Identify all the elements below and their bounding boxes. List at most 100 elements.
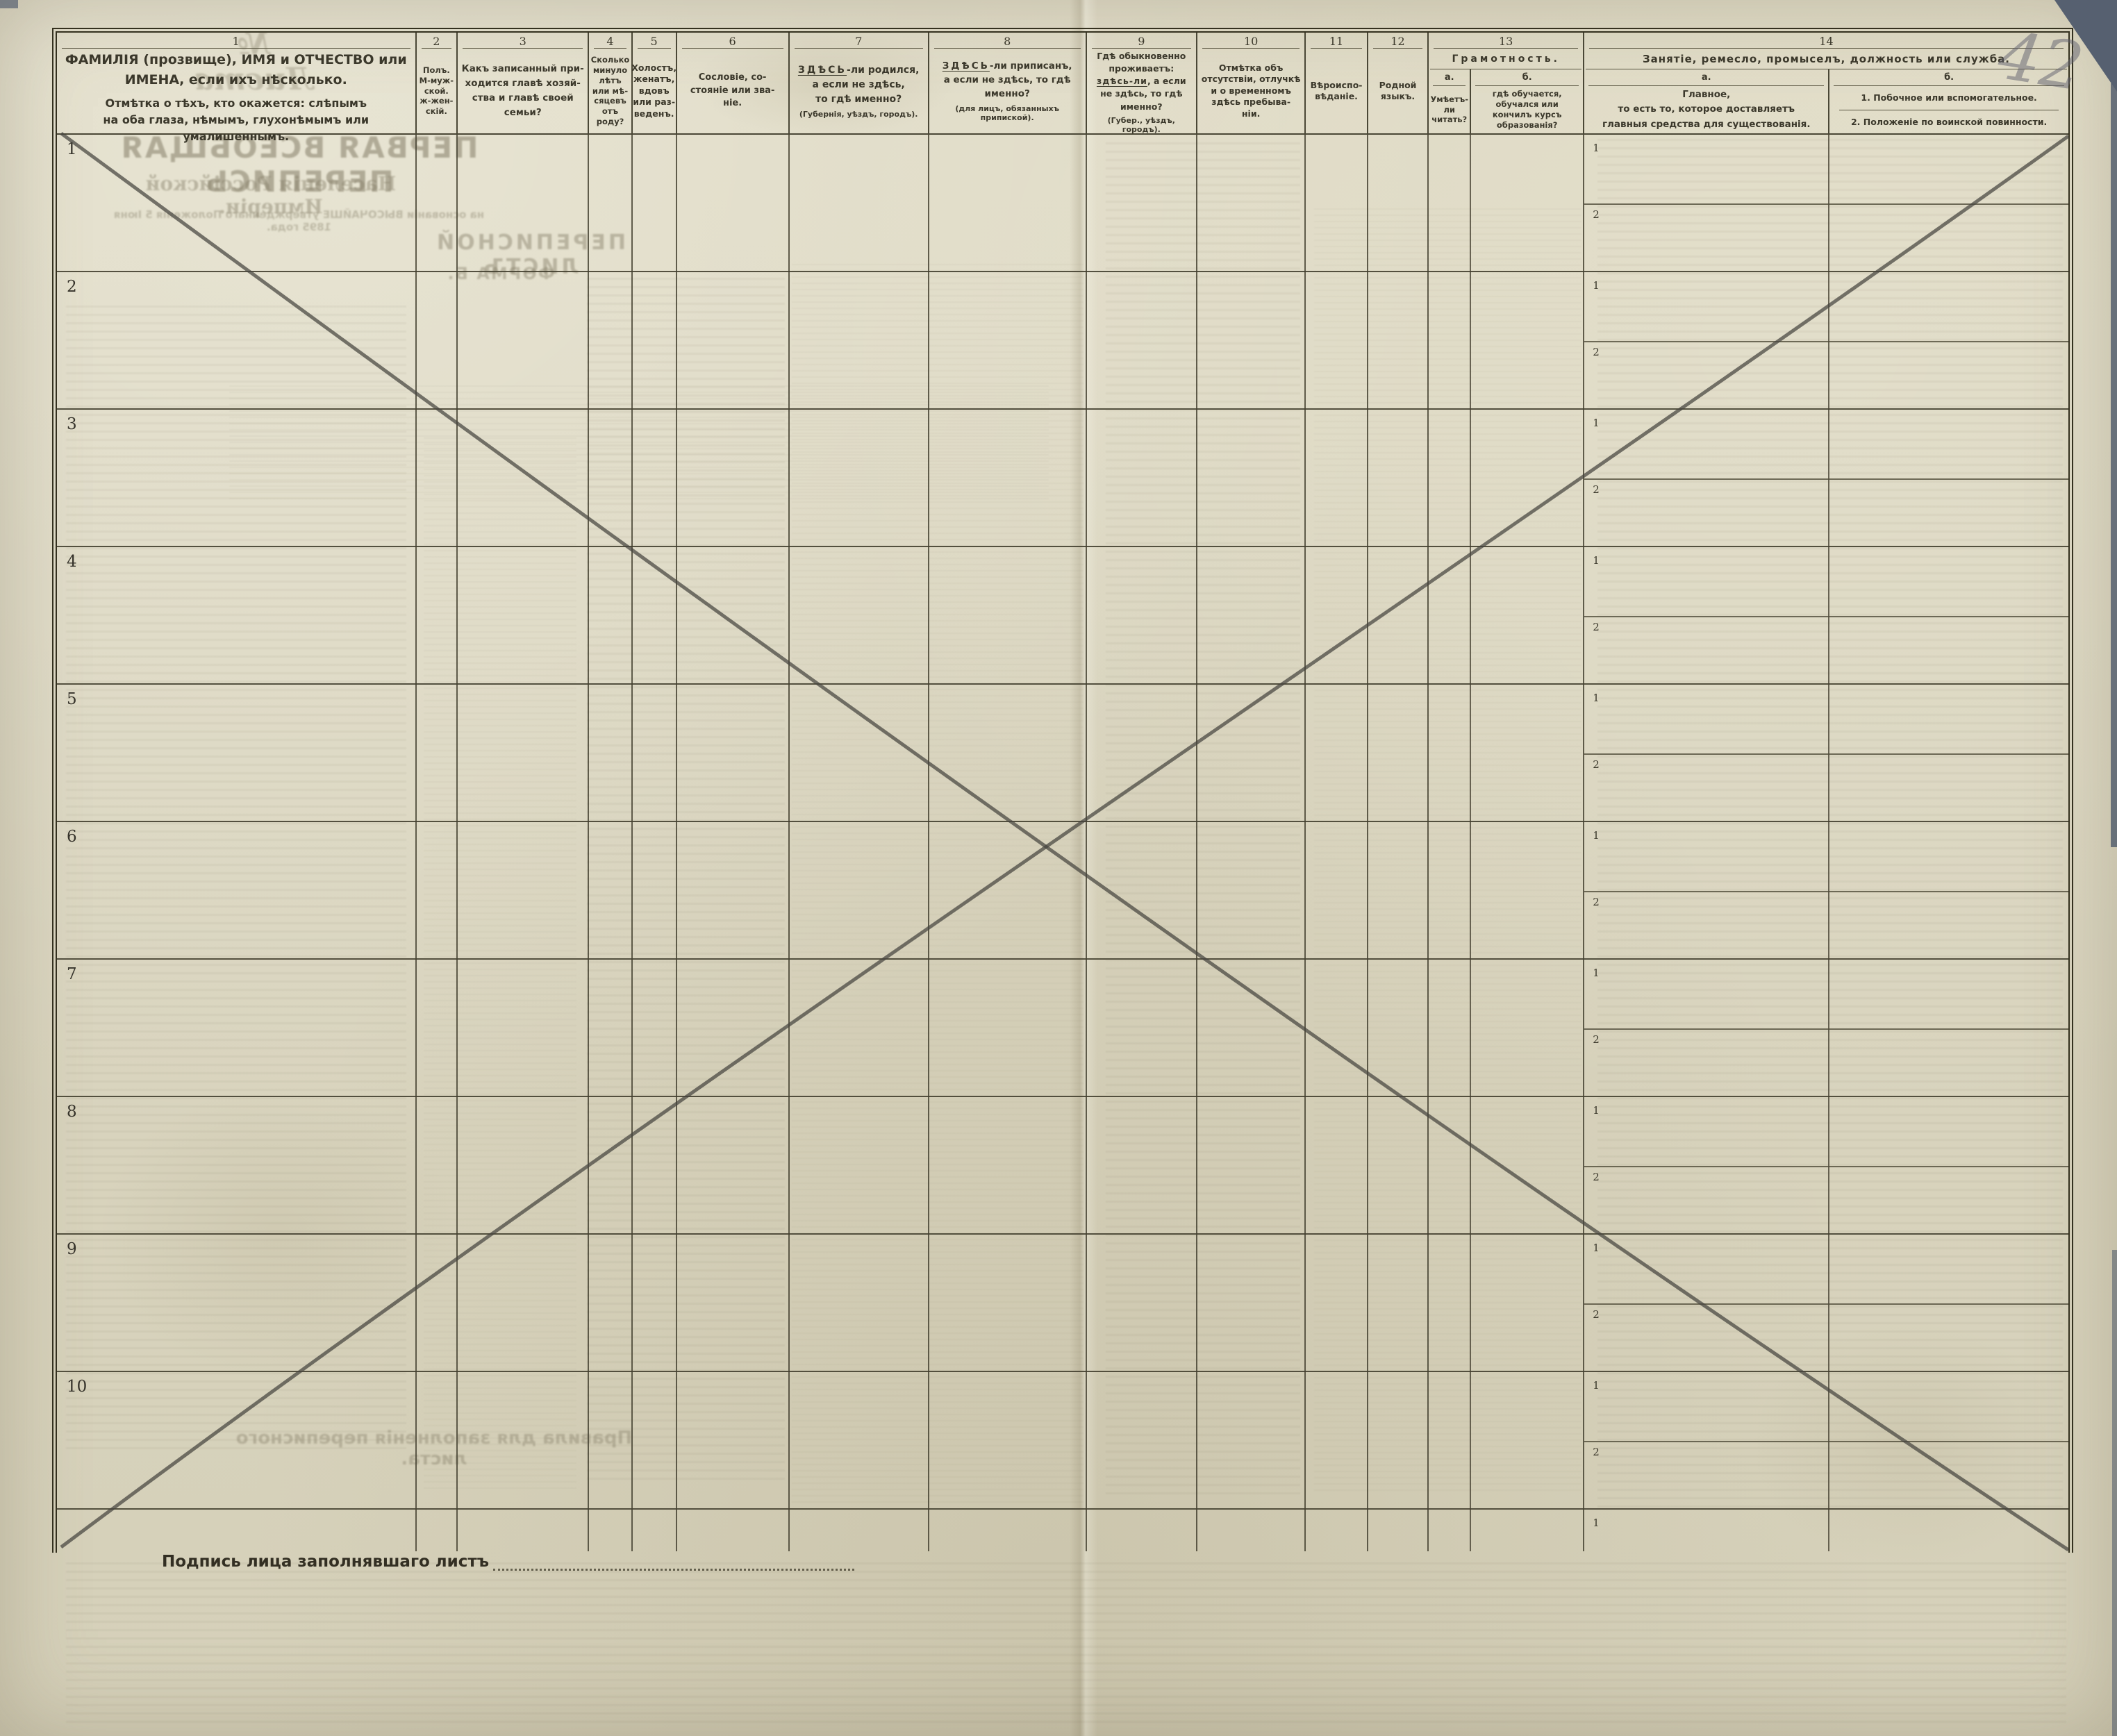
subrow-label: 1 [1593,829,1600,842]
occupation-subcol-a: а. Главное, то есть то, которое доставля… [1584,69,1830,133]
occupation-b-item2: 2. Положеніе по воинской повинности. [1850,116,2048,127]
col14-subrow-divider [1584,1028,2068,1030]
column-header-text: Полъ. М-муж- ской. ж-жен- скій. [419,65,454,117]
column-number: 14 [1589,33,2064,49]
subrow-label: 2 [1593,483,1600,496]
subcol-text: Умѣетъ- ли читать? [1430,94,1469,125]
row-divider-line [57,958,2068,960]
header-note: (Губернія, уѣздъ, городъ). [799,109,918,119]
column-number: 4 [594,33,626,49]
header-note: (для лицъ, обязанныхъ припиской). [955,103,1059,123]
subrow-label: 1 [1593,1104,1600,1117]
subcol-text: Главное, то есть то, которое доставляетъ… [1602,88,1811,130]
keyword-tail: , а если [1147,76,1186,87]
subrow-label: 1 [1593,142,1600,154]
keyword-tail: -ли родился, [847,64,920,76]
header-rest: не здѣсь, то гдѣ именно? [1100,88,1183,112]
row-divider-line [57,271,2068,272]
subcol-text: 1. Побочное или вспомогательное. 2. Поло… [1829,86,2068,133]
signature-label: Подпись лица заполнявшаго листъ [162,1553,489,1571]
subrow-label: 1 [1593,554,1600,567]
row-number: 4 [67,553,77,571]
col14-subrow-divider [1584,341,2068,342]
column-header-text: ЗДѢСЬ-ли приписанъ, а если не здѣсь, то … [929,49,1086,133]
col14-subrow-divider [1584,1441,2068,1442]
subrow-label: 2 [1593,346,1600,358]
subrow-label: 2 [1593,1171,1600,1183]
literacy-subcol-b: б. гдѣ обучается, обучался или кончилъ к… [1471,69,1583,133]
table-header: 1 ФАМИЛІЯ (прозвище), ИМЯ и ОТЧЕСТВО или… [57,33,2068,143]
row-number: 3 [67,415,77,433]
column-header-text: ФАМИЛІЯ (прозвище), ИМЯ и ОТЧЕСТВО или И… [57,49,415,147]
column-number: 10 [1202,33,1300,49]
subrow-label: 1 [1593,692,1600,704]
subcol-label: б. [1475,69,1579,86]
row-number: 9 [67,1240,77,1258]
subrow-label: 1 [1593,1242,1600,1254]
column-number: 1 [62,33,410,49]
row-divider-line [57,1508,2068,1510]
subcol-text: гдѣ обучается, обучался или кончилъ курс… [1492,89,1562,130]
body-column-lines [57,135,2068,1551]
literacy-subcol-a: а. Умѣетъ- ли читать? [1429,69,1472,133]
row-divider-line [57,1096,2068,1097]
col14-subrow-divider [1584,1303,2068,1305]
column-number: 7 [794,33,923,49]
row-number: 6 [67,828,77,846]
underlined-keyword: ЗДѢСЬ [942,60,990,72]
occupation-title: Занятіе, ремесло, промыселъ, должность и… [1586,49,2067,69]
scan-edge-right [2111,83,2117,847]
subrow-label: 1 [1593,1517,1600,1529]
underlined-keyword: здѣсь-ли [1096,76,1147,87]
row-divider-line [57,546,2068,547]
column-header-8-registered: 8 ЗДѢСЬ-ли приписанъ, а если не здѣсь, т… [929,33,1087,133]
literacy-title: Грамотность. [1430,49,1582,69]
subrow-label: 2 [1593,621,1600,633]
row-number: 8 [67,1103,77,1121]
subrow-label: 2 [1593,208,1600,221]
subrow-label: 2 [1593,896,1600,908]
column-number: 9 [1091,33,1191,49]
column-header-text: Гдѣ обыкновенно проживаетъ: здѣсь-ли, а … [1087,49,1196,136]
col14-subrow-divider [1584,478,2068,480]
subcol-label: а. [1433,69,1466,86]
literacy-subcolumns: а. Умѣетъ- ли читать? б. гдѣ обучается, … [1429,69,1583,133]
column-header-13-literacy: 13 Грамотность. а. Умѣетъ- ли читать? б.… [1429,33,1585,133]
row-number: 5 [67,690,77,708]
occupation-b-item1: 1. Побочное или вспомогательное. [1861,92,2037,103]
subcol-label: б. [1834,69,2064,86]
column-header-text: Сословіе, со- стояніе или зва- ніе. [690,72,775,109]
column-header-14-occupation: 14 Занятіе, ремесло, промыселъ, должност… [1584,33,2068,133]
subrow-label: 2 [1593,1446,1600,1458]
column-header-text: Вѣроиспо- вѣданіе. [1310,79,1363,102]
header-rest: а если не здѣсь, то гдѣ именно? [943,74,1071,100]
column-header-text: Родной языкъ. [1379,79,1417,102]
header-note: (Губер., уѣздъ, городъ). [1107,115,1175,135]
column-number: 2 [421,33,452,49]
column-header-text: Холостъ, женатъ, вдовъ или раз- веденъ. [631,62,677,119]
row-divider-line [57,1371,2068,1372]
keyword-tail: -ли приписанъ, [989,60,1072,72]
column-header-3-relation: 3 Какъ записанный при- ходится главѣ хоз… [458,33,590,133]
column-number: 5 [637,33,671,49]
scan-edge-right-low [2112,1250,2117,1736]
column-header-5-marital: 5 Холостъ, женатъ, вдовъ или раз- веденъ… [631,33,677,133]
column-number: 6 [681,33,783,49]
subrow-label: 1 [1593,967,1600,979]
table-frame: 1 ФАМИЛІЯ (прозвище), ИМЯ и ОТЧЕСТВО или… [52,28,2073,1553]
header-rest: а если не здѣсь, то гдѣ именно? [812,78,905,105]
signature-dotted-line [492,1558,854,1571]
column-number: 12 [1372,33,1423,49]
column-header-4-age: 4 Сколько минуло лѣтъ или мѣ- сяцевъ отъ… [589,33,633,133]
underlined-keyword: ЗДѢСЬ [797,64,847,76]
column-header-9-residence: 9 Гдѣ обыкновенно проживаетъ: здѣсь-ли, … [1087,33,1197,136]
column-number: 8 [933,33,1081,49]
subrow-label: 1 [1593,279,1600,292]
column-header-11-religion: 11 Вѣроиспо- вѣданіе. [1306,33,1368,133]
column-header-1-name: 1 ФАМИЛІЯ (прозвище), ИМЯ и ОТЧЕСТВО или… [57,33,417,143]
subrow-label: 2 [1593,1308,1600,1321]
col14-subrow-divider [1584,1166,2068,1167]
column-header-text: Какъ записанный при- ходится главѣ хозяй… [461,63,584,118]
column-header-10-absence: 10 Отмѣтка объ отсутствіи, отлучкѣ и о в… [1197,33,1306,133]
row-number: 10 [67,1378,88,1396]
